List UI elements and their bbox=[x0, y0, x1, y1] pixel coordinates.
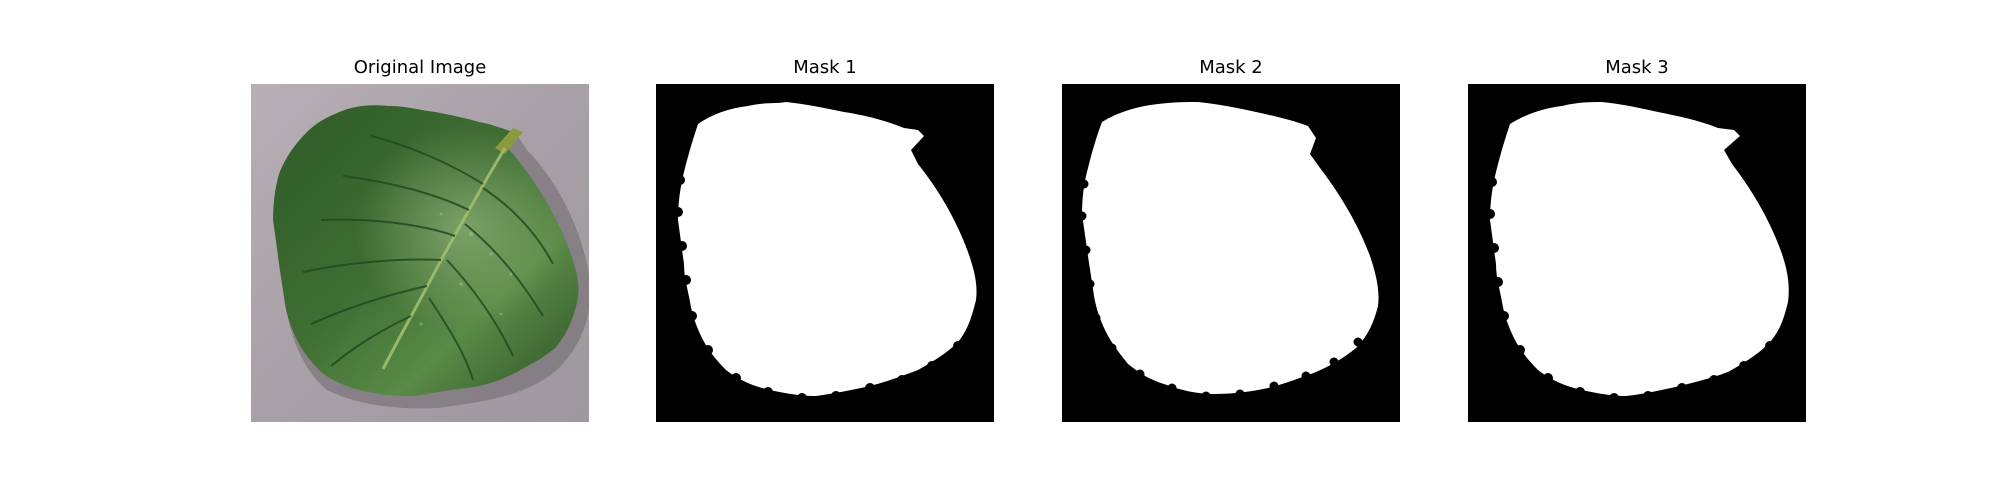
mask-1-image bbox=[656, 84, 994, 422]
panel-title: Mask 2 bbox=[1199, 57, 1263, 78]
panel-title: Mask 1 bbox=[793, 57, 857, 78]
panel-original-image: Original Image bbox=[251, 56, 589, 446]
panel-title: Original Image bbox=[353, 57, 487, 78]
mask-3-image bbox=[1468, 84, 1806, 422]
mask-2-image bbox=[1062, 84, 1400, 422]
panel-title: Mask 3 bbox=[1605, 57, 1669, 78]
panel-mask-2: Mask 2 bbox=[1062, 56, 1400, 446]
panel-mask-1: Mask 1 bbox=[656, 56, 994, 446]
original-leaf-photo bbox=[251, 84, 589, 422]
panel-mask-3: Mask 3 bbox=[1468, 56, 1806, 446]
